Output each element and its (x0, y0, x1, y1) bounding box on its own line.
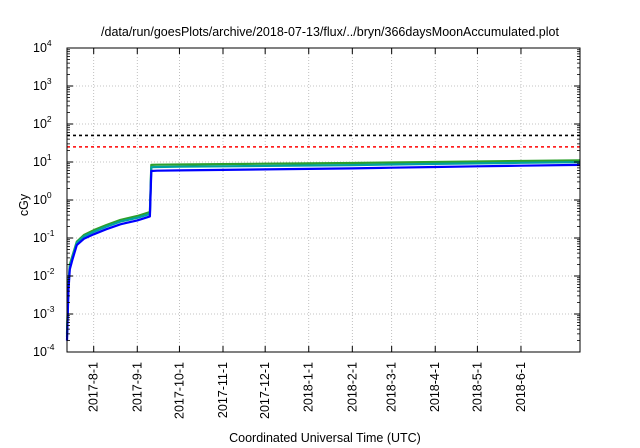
y-tick-label: 10-1 (33, 228, 55, 245)
y-tick-label: 10-3 (33, 304, 55, 321)
plot-frame (66, 47, 581, 353)
y-tick-label: 104 (33, 38, 52, 55)
series-line (65, 161, 581, 337)
reference-lines (67, 134, 580, 148)
y-tick-label: 102 (33, 114, 52, 131)
chart-title: /data/run/goesPlots/archive/2018-07-13/f… (101, 25, 559, 39)
x-tick-label: 2018-1-1 (302, 362, 316, 412)
series-line (65, 159, 581, 334)
x-tick-label: 2017-10-1 (172, 362, 186, 419)
series-line (65, 163, 581, 341)
x-tick-label: 2018-4-1 (428, 362, 442, 412)
y-tick-label: 101 (33, 152, 52, 169)
grid (67, 48, 580, 352)
y-tick-label: 10-2 (33, 266, 55, 283)
y-tick-label: 10-4 (33, 342, 55, 359)
y-axis-label: cGy (17, 193, 31, 216)
x-tick-label: 2018-3-1 (385, 362, 399, 412)
x-axis-label: Coordinated Universal Time (UTC) (229, 431, 421, 445)
y-tick-label: 100 (33, 190, 52, 207)
series-lines (65, 159, 581, 341)
x-axis: 2017-8-1 2017-9-1 2017-10-1 2017-11-1 2017-1… (87, 48, 528, 419)
x-tick-label: 2018-6-1 (514, 362, 528, 412)
x-tick-label: 2017-9-1 (130, 362, 144, 412)
x-tick-label: 2018-2-1 (345, 362, 359, 412)
y-tick-label: 103 (33, 76, 52, 93)
x-tick-label: 2017-11-1 (216, 362, 230, 418)
x-tick-label: 2017-12-1 (258, 362, 272, 419)
x-tick-label: 2018-5-1 (470, 362, 484, 412)
x-tick-label: 2017-8-1 (87, 362, 101, 412)
